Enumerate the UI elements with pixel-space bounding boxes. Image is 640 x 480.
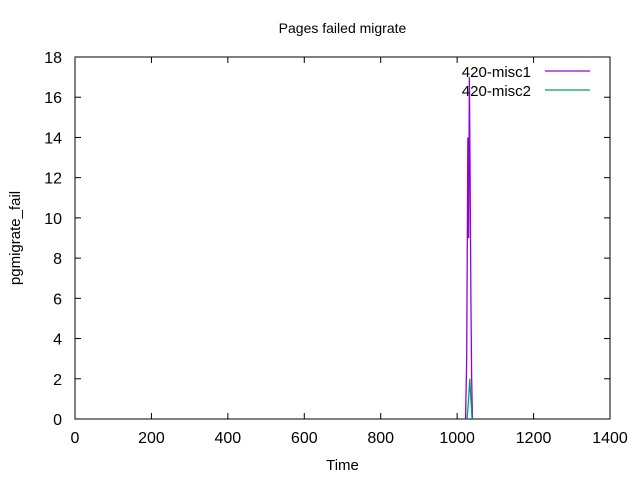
legend: 420-misc1 420-misc2 [462, 64, 590, 100]
series-group [464, 77, 474, 420]
legend-label: 420-misc2 [462, 83, 531, 100]
x-tick-label: 800 [367, 430, 394, 447]
y-tick-label: 0 [53, 412, 62, 429]
x-tick-label: 0 [71, 430, 80, 447]
y-axis-label: pgmigrate_fail [7, 191, 24, 285]
series-line-420-misc2 [466, 378, 473, 420]
chart-title: Pages failed migrate [279, 20, 407, 36]
x-tick-label: 400 [215, 430, 242, 447]
y-tick-label: 18 [44, 50, 62, 67]
plot-border [74, 56, 611, 420]
y-tick-label: 16 [44, 90, 62, 107]
y-tick-label: 2 [53, 372, 62, 389]
legend-label: 420-misc1 [462, 64, 531, 81]
x-tick-label: 1400 [592, 430, 628, 447]
x-tick-label: 1000 [439, 430, 475, 447]
plot-frame [74, 56, 611, 420]
x-axis-label: Time [326, 457, 359, 474]
y-tick-label: 14 [44, 130, 62, 147]
y-tick-label: 10 [44, 211, 62, 228]
x-tick-label: 200 [138, 430, 165, 447]
y-tick-label: 6 [53, 291, 62, 308]
x-tick-label: 600 [291, 430, 318, 447]
x-tick-label: 1200 [516, 430, 552, 447]
y-tick-label: 8 [53, 251, 62, 268]
series-line-420-misc1 [464, 77, 474, 420]
y-axis: 0 2 4 6 8 10 12 14 16 18 [44, 50, 610, 429]
x-axis: 0 200 400 600 800 1000 1200 1400 [71, 57, 628, 447]
y-tick-label: 4 [53, 332, 62, 349]
y-tick-label: 12 [44, 171, 62, 188]
